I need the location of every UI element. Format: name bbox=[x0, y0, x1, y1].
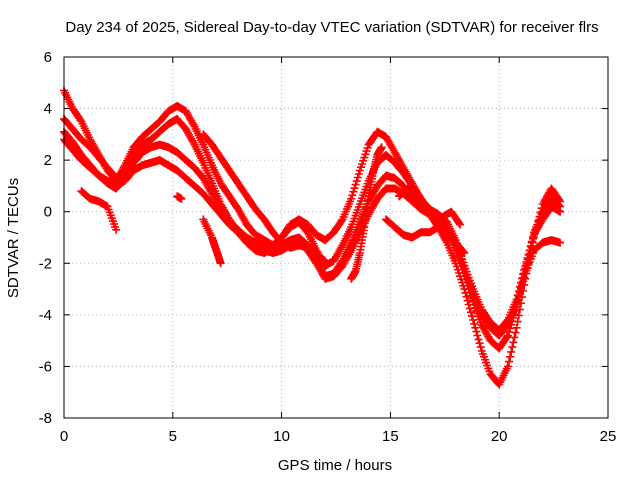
y-tick-label: -2 bbox=[39, 255, 52, 272]
data-series-track-7 bbox=[199, 130, 330, 265]
x-tick-label: 25 bbox=[600, 428, 617, 445]
x-axis-label: GPS time / hours bbox=[278, 457, 392, 474]
data-series-track-9 bbox=[347, 143, 386, 283]
y-tick-label: 2 bbox=[44, 152, 52, 169]
data-point-markers bbox=[199, 215, 225, 268]
data-series-track-10 bbox=[382, 215, 469, 257]
chart-title: Day 234 of 2025, Sidereal Day-to-day VTE… bbox=[65, 19, 598, 36]
y-tick-label: 0 bbox=[44, 204, 52, 221]
axis-ticks: 0 5 10 15 20 25 -8 -6 -4 -2 0 2 4 6 bbox=[39, 49, 617, 445]
y-axis-label: SDTVAR / TECUs bbox=[5, 178, 22, 298]
data-series-track-8 bbox=[199, 215, 225, 268]
x-tick-label: 15 bbox=[382, 428, 399, 445]
y-tick-label: -8 bbox=[39, 410, 52, 427]
data-point-markers bbox=[382, 215, 469, 257]
y-tick-label: -6 bbox=[39, 358, 52, 375]
x-tick-label: 20 bbox=[491, 428, 508, 445]
x-tick-label: 5 bbox=[169, 428, 177, 445]
data-point-markers bbox=[199, 130, 330, 265]
y-tick-label: -4 bbox=[39, 307, 52, 324]
data-point-markers bbox=[347, 143, 386, 283]
data-point-markers bbox=[77, 187, 121, 234]
data-point-markers bbox=[173, 192, 186, 203]
y-tick-label: 6 bbox=[44, 49, 52, 66]
plot-frame bbox=[63, 56, 609, 419]
data-series-track-6 bbox=[173, 192, 186, 203]
data-points bbox=[60, 86, 565, 389]
data-series-track-11 bbox=[395, 184, 464, 229]
x-tick-label: 0 bbox=[60, 428, 68, 445]
data-series-track-5 bbox=[77, 187, 121, 234]
y-tick-label: 4 bbox=[44, 101, 52, 118]
data-point-markers bbox=[395, 184, 464, 229]
x-tick-label: 10 bbox=[273, 428, 290, 445]
